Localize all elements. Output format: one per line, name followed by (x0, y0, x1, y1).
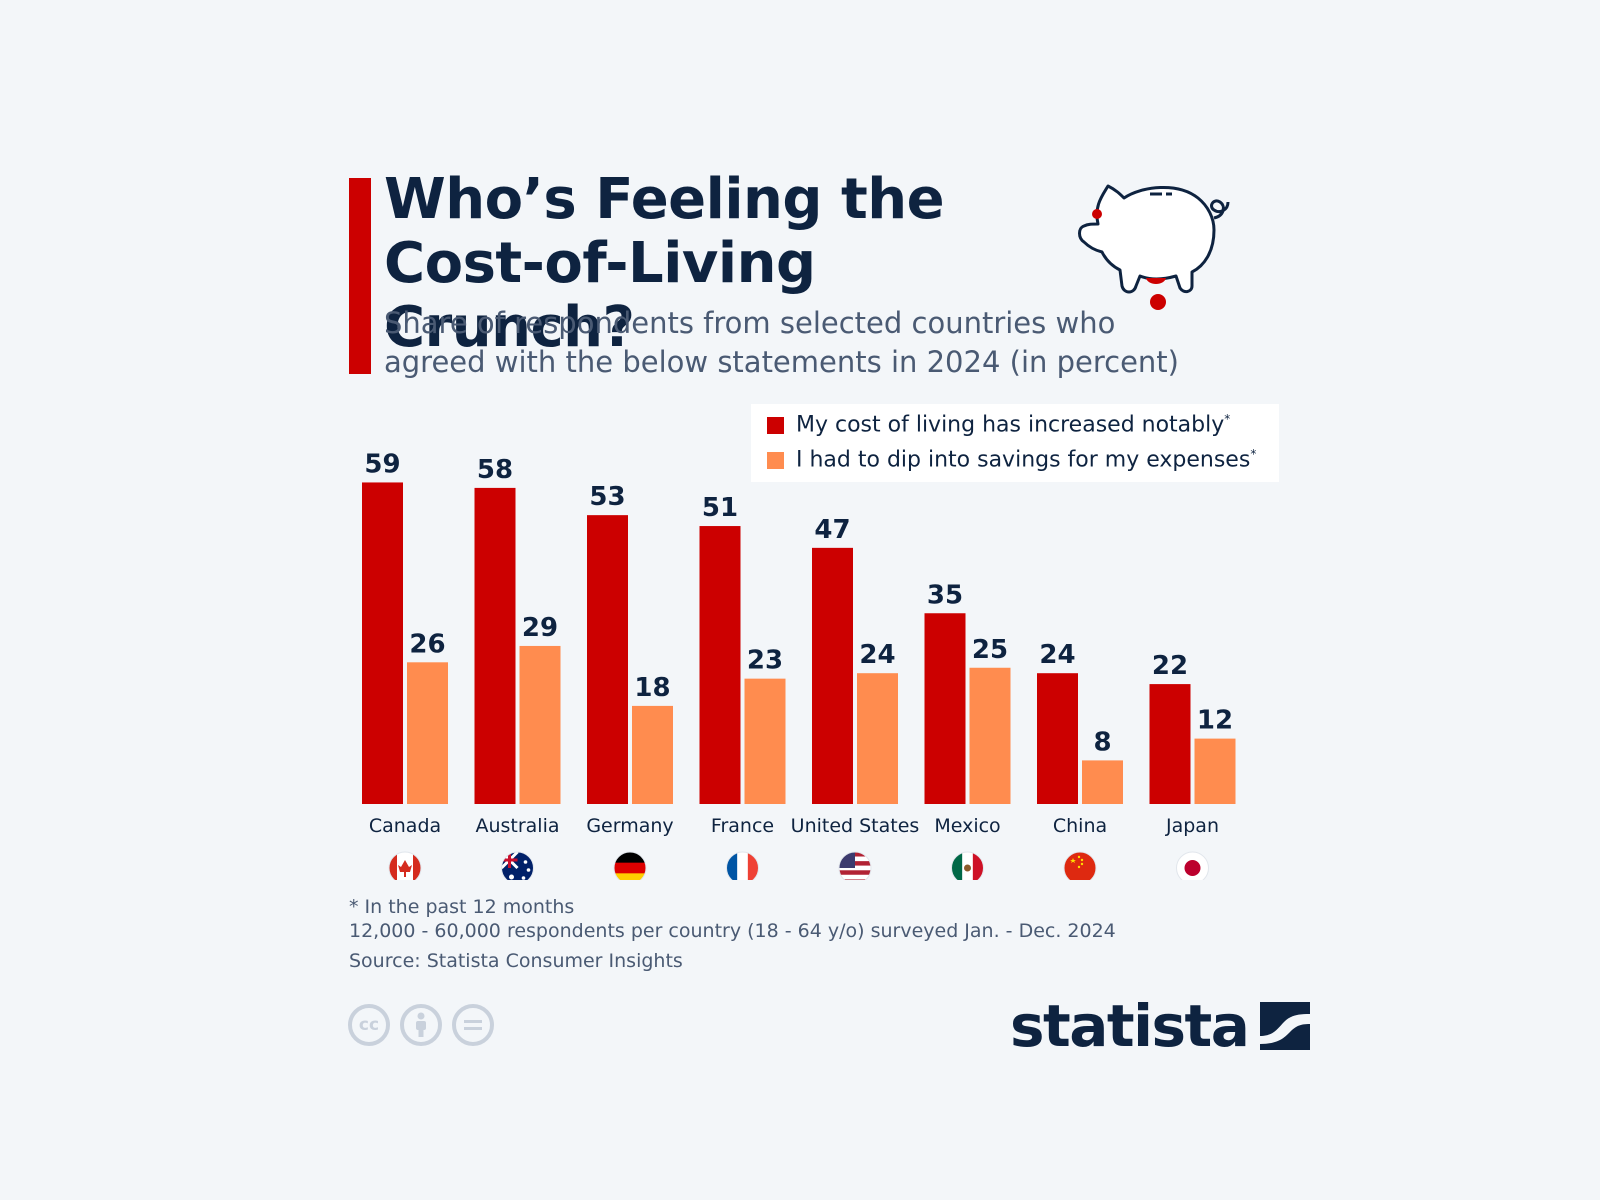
china-flag-icon (1063, 851, 1097, 880)
data-label-france-series-2: 23 (747, 646, 783, 676)
data-label-mexico-series-1: 35 (927, 580, 963, 610)
subtitle-line-1: Share of respondents from selected count… (384, 306, 1116, 340)
data-label-china-series-2: 8 (1093, 727, 1111, 757)
footnote-period: * In the past 12 months (349, 896, 575, 918)
mexico-flag-icon (951, 851, 984, 880)
license-icons: cc (348, 1004, 494, 1046)
bar-mexico-series-2 (969, 667, 1011, 804)
legend-label-cost-increased: My cost of living has increased notably (796, 412, 1225, 438)
legend-asterisk: * (1250, 447, 1257, 462)
legend-asterisk: * (1224, 412, 1231, 427)
data-label-united-states-series-1: 47 (814, 515, 850, 545)
legend-swatch-orange (767, 451, 784, 469)
category-label-united-states: United States (791, 815, 920, 837)
attribution-icon[interactable] (400, 1004, 442, 1046)
no-derivatives-icon[interactable] (452, 1004, 494, 1046)
bar-china-series-1 (1037, 673, 1078, 804)
legend-item-dip-savings: I had to dip into savings for my expense… (767, 443, 1256, 477)
bar-canada-series-1 (362, 482, 403, 804)
category-label-france: France (711, 815, 774, 837)
data-label-japan-series-1: 22 (1152, 651, 1188, 681)
title-line-2: Cost-of-Living Crunch? (384, 231, 816, 360)
data-label-australia-series-2: 29 (522, 613, 558, 643)
legend-item-cost-increased: My cost of living has increased notably* (767, 408, 1230, 442)
bar-united-states-series-2 (857, 673, 898, 804)
japan-flag-icon (1176, 851, 1209, 880)
category-label-japan: Japan (1165, 815, 1219, 837)
bar-japan-series-1 (1149, 684, 1191, 804)
bar-united-states-series-1 (812, 547, 853, 804)
data-label-germany-series-2: 18 (634, 673, 670, 703)
bar-germany-series-1 (587, 515, 628, 804)
bar-australia-series-1 (474, 487, 516, 804)
data-label-germany-series-1: 53 (589, 482, 625, 512)
germany-flag-icon (613, 851, 647, 880)
australia-flag-icon (501, 851, 534, 880)
source-note: Source: Statista Consumer Insights (349, 950, 683, 972)
category-label-china: China (1053, 815, 1107, 837)
data-label-united-states-series-2: 24 (859, 640, 895, 670)
chart-subtitle: Share of respondents from selected count… (384, 304, 1204, 382)
footnote-methodology: 12,000 - 60,000 respondents per country … (349, 920, 1116, 942)
chart-legend: My cost of living has increased notably*… (751, 404, 1279, 482)
bar-germany-series-2 (632, 705, 673, 804)
brand-name: statista (1010, 992, 1250, 1060)
bar-france-series-1 (699, 526, 741, 804)
bar-japan-series-2 (1194, 738, 1236, 804)
cc-icon[interactable]: cc (348, 1004, 390, 1046)
category-label-australia: Australia (475, 815, 559, 837)
legend-label-dip-savings: I had to dip into savings for my expense… (796, 447, 1251, 473)
legend-swatch-red (767, 416, 784, 434)
data-label-mexico-series-2: 25 (972, 635, 1008, 665)
france-flag-icon (726, 851, 759, 880)
united-states-flag-icon (838, 851, 872, 880)
bar-china-series-2 (1082, 760, 1123, 804)
piggy-bank-icon (1078, 184, 1230, 310)
category-label-canada: Canada (369, 815, 441, 837)
data-label-china-series-1: 24 (1039, 640, 1075, 670)
category-label-mexico: Mexico (934, 815, 1000, 837)
data-label-japan-series-2: 12 (1197, 706, 1233, 736)
title-line-1: Who’s Feeling the (384, 167, 945, 232)
bar-chart: 59 26 Canada 58 29 Australia 53 18 Germany 51 23 Fr… (362, 449, 1236, 880)
chart-title: Who’s Feeling the Cost-of-Living Crunch? (384, 168, 1024, 360)
bar-mexico-series-1 (924, 613, 966, 804)
data-label-australia-series-1: 58 (477, 455, 513, 485)
bar-france-series-2 (744, 678, 786, 804)
data-label-canada-series-1: 59 (364, 449, 400, 479)
title-accent-bar (349, 178, 371, 374)
data-label-france-series-1: 51 (702, 493, 738, 523)
subtitle-line-2: agreed with the below statements in 2024… (384, 345, 1179, 379)
statista-logo[interactable]: statista (1010, 992, 1311, 1060)
bar-canada-series-2 (407, 662, 448, 804)
category-label-germany: Germany (586, 815, 673, 837)
canada-flag-icon (388, 851, 422, 880)
statista-logo-mark-icon (1260, 1002, 1311, 1050)
data-label-canada-series-2: 26 (409, 629, 445, 659)
bar-australia-series-2 (519, 645, 561, 804)
